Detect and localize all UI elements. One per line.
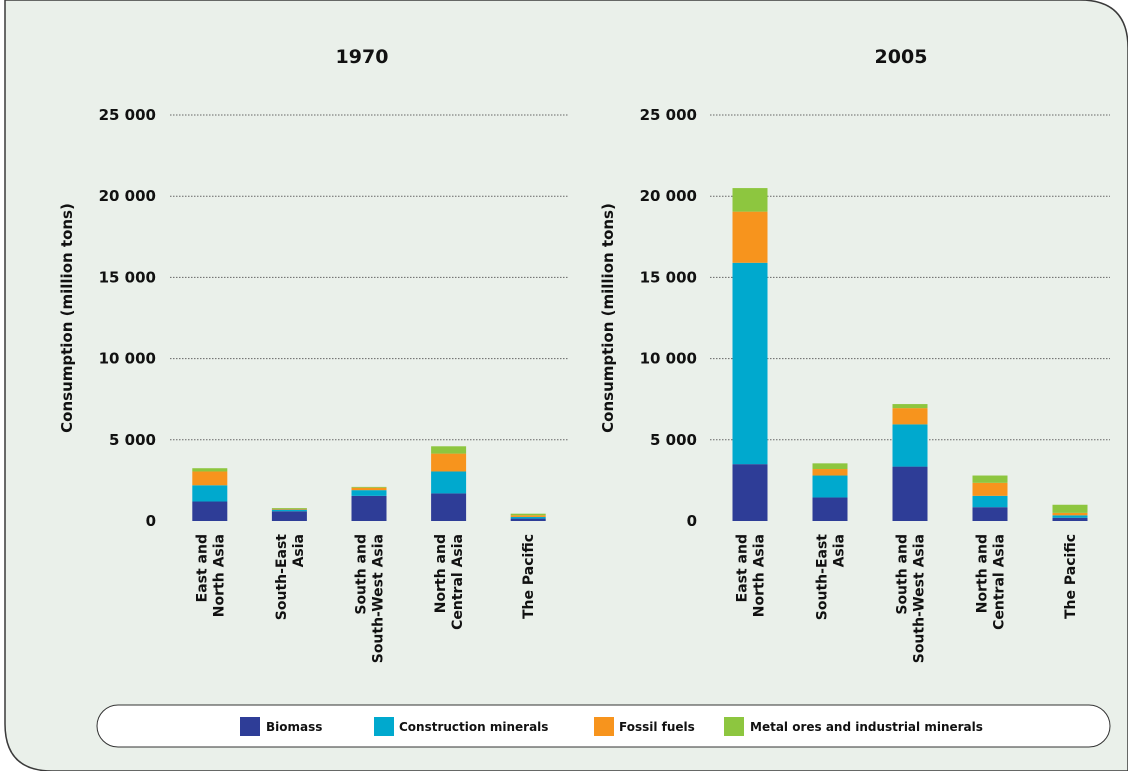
bar-segment-fossil-fuels (1052, 512, 1088, 516)
x-tick-label: Asia (832, 534, 848, 567)
y-tick-label: 0 (687, 512, 697, 530)
chart-2005: 0 5 000 10 000 15 000 20 000 25 000 2005 Consum… (599, 46, 1110, 663)
bar-segment-metal-ores-and-industrial-minerals (351, 486, 387, 488)
bar-segment-metal-ores-and-industrial-minerals (271, 508, 307, 509)
bar-segment-construction-minerals (351, 490, 387, 496)
legend-item: Construction minerals (374, 717, 548, 736)
legend-label: Fossil fuels (619, 720, 695, 734)
y-axis-label: Consumption (million tons) (599, 203, 617, 433)
bar-segment-metal-ores-and-industrial-minerals (892, 404, 928, 409)
x-tick-label: East and (735, 534, 751, 602)
bar-segment-construction-minerals (510, 516, 546, 519)
bar-segment-fossil-fuels (510, 515, 546, 517)
bar-segment-metal-ores-and-industrial-minerals (192, 468, 228, 472)
x-tick-label: The Pacific (521, 534, 537, 619)
bar-segment-biomass (1052, 517, 1088, 521)
bar-segment-construction-minerals (892, 424, 928, 467)
y-tick-label: 25 000 (99, 106, 156, 124)
bar-segment-construction-minerals (1052, 515, 1088, 518)
y-tick-label: 25 000 (640, 106, 697, 124)
y-axis-label: Consumption (million tons) (58, 203, 76, 433)
x-tick-label: Central Asia (992, 534, 1008, 630)
y-tick-label: 0 (146, 512, 156, 530)
y-tick-label: 15 000 (99, 268, 156, 286)
legend-label: Metal ores and industrial minerals (750, 720, 983, 734)
bar-segment-biomass (732, 464, 768, 521)
chart-1970: 0 5 000 10 000 15 000 20 000 25 000 1970 Consum… (58, 46, 568, 663)
bar-segment-biomass (192, 501, 228, 521)
x-tick-label: North Asia (752, 534, 768, 617)
x-tick-label: South-East (815, 534, 831, 620)
y-tick-label: 10 000 (99, 350, 156, 368)
y-tick-label: 20 000 (99, 187, 156, 205)
bar-segment-fossil-fuels (972, 482, 1008, 496)
x-tick-label: South-West Asia (912, 534, 928, 663)
bar-segment-metal-ores-and-industrial-minerals (510, 513, 546, 516)
legend: Biomass Construction minerals Fossil fuels… (96, 704, 1111, 748)
x-tick-label: East and (194, 534, 210, 602)
x-tick-label: South-East (274, 534, 290, 620)
y-tick-label: 5 000 (109, 431, 156, 449)
bar-segment-biomass (972, 507, 1008, 521)
x-tick-label: North and (975, 534, 991, 613)
bar-segment-biomass (431, 493, 467, 521)
legend-swatch (594, 717, 614, 736)
bar-segment-fossil-fuels (271, 508, 307, 510)
bar-segment-construction-minerals (732, 262, 768, 465)
charts-layer: 0 5 000 10 000 15 000 20 000 25 000 1970 Consum… (58, 46, 1110, 663)
bar-segment-fossil-fuels (892, 408, 928, 425)
bar-segment-fossil-fuels (812, 469, 848, 476)
bar-segment-biomass (812, 497, 848, 521)
y-tick-label: 15 000 (640, 268, 697, 286)
bar-segment-construction-minerals (271, 509, 307, 512)
legend-swatch (240, 717, 260, 736)
x-tick-label: North and (433, 534, 449, 613)
bar-segment-metal-ores-and-industrial-minerals (972, 475, 1008, 483)
bar-segment-fossil-fuels (431, 453, 467, 472)
bar-segment-metal-ores-and-industrial-minerals (812, 463, 848, 470)
bar-segment-biomass (351, 495, 387, 521)
chart-title: 1970 (336, 46, 389, 68)
panel-frame (4, 0, 1128, 772)
legend-item: Metal ores and industrial minerals (724, 717, 983, 736)
chart-title: 2005 (875, 46, 928, 68)
legend-swatch (724, 717, 744, 736)
bar-segment-construction-minerals (431, 471, 467, 494)
bar-segment-fossil-fuels (192, 471, 228, 486)
y-tick-label: 5 000 (650, 431, 697, 449)
bar-segment-biomass (271, 511, 307, 521)
x-tick-label: Central Asia (450, 534, 466, 630)
x-tick-label: North Asia (211, 534, 227, 617)
x-tick-label: South-West Asia (371, 534, 387, 663)
bar-segment-metal-ores-and-industrial-minerals (1052, 504, 1088, 513)
bar-segment-metal-ores-and-industrial-minerals (431, 446, 467, 454)
x-tick-label: Asia (291, 534, 307, 567)
bar-segment-fossil-fuels (732, 211, 768, 263)
legend-label: Biomass (266, 720, 322, 734)
legend-swatch (374, 717, 394, 736)
legend-items: Biomass Construction minerals Fossil fuels… (240, 717, 983, 736)
bar-segment-biomass (892, 466, 928, 521)
bar-segment-construction-minerals (812, 475, 848, 498)
legend-item: Fossil fuels (594, 717, 695, 736)
x-tick-label: The Pacific (1063, 534, 1079, 619)
y-tick-label: 10 000 (640, 350, 697, 368)
x-tick-label: South and (354, 534, 370, 615)
bar-segment-biomass (510, 518, 546, 521)
bar-segment-construction-minerals (192, 485, 228, 502)
bar-segment-construction-minerals (972, 495, 1008, 508)
x-tick-label: South and (895, 534, 911, 615)
legend-item: Biomass (240, 717, 322, 736)
bar-segment-metal-ores-and-industrial-minerals (732, 188, 768, 212)
y-tick-label: 20 000 (640, 187, 697, 205)
bar-segment-fossil-fuels (351, 487, 387, 491)
legend-label: Construction minerals (399, 720, 548, 734)
